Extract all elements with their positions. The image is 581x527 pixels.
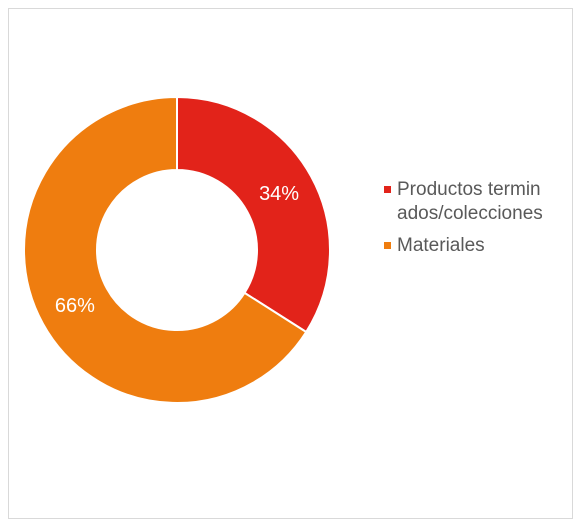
- legend-item-materiales: Materiales: [384, 234, 554, 258]
- donut-slice-1: [23, 95, 308, 404]
- legend-label-materiales: Materiales: [397, 235, 485, 256]
- legend-label-productos: Productos terminados/colecciones: [397, 179, 543, 224]
- legend-swatch-materiales: [384, 242, 391, 249]
- data-label-1: 66%: [55, 295, 95, 317]
- data-label-0: 34%: [259, 183, 299, 205]
- legend-item-productos: Productos terminados/colecciones: [384, 178, 554, 226]
- legend-swatch-productos: [384, 186, 391, 193]
- legend: Productos terminados/colecciones Materia…: [384, 178, 554, 266]
- donut-slice-0: [176, 95, 331, 334]
